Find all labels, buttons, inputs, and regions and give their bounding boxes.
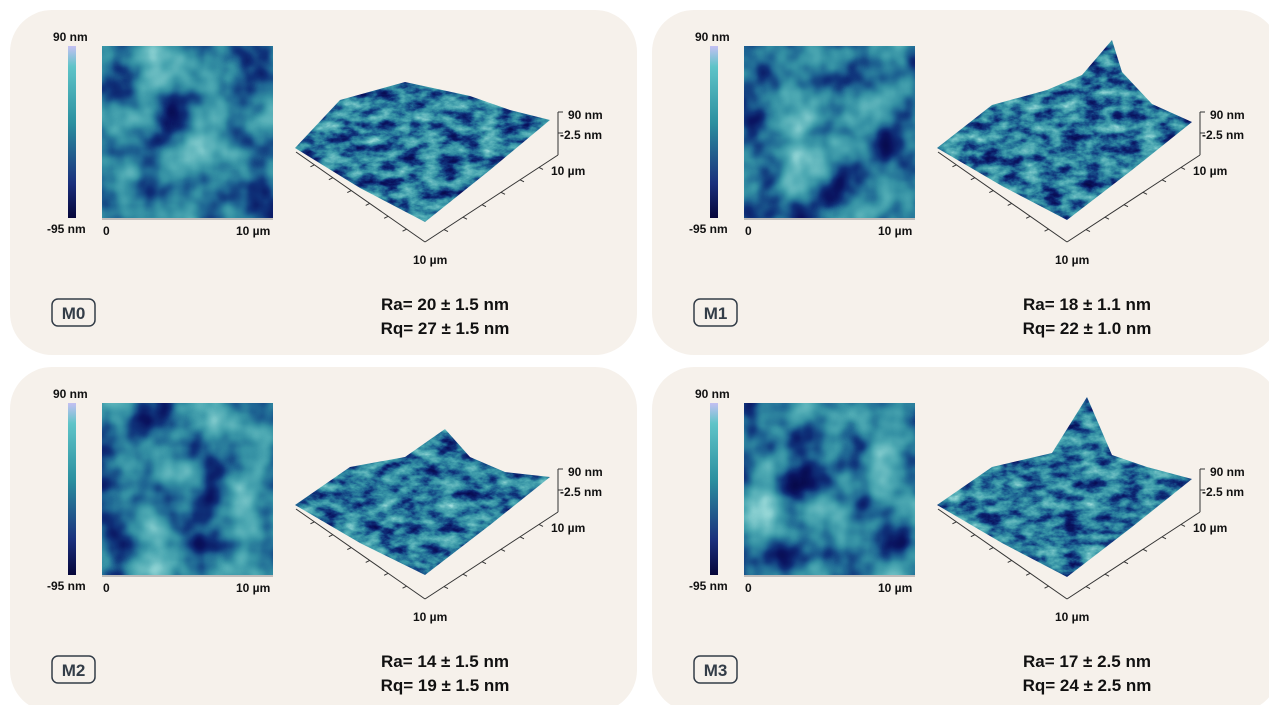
surface-z-max: 90 nm — [1210, 465, 1245, 479]
colorbar-min: -95 nm — [689, 579, 728, 593]
sample-label: M2 — [62, 661, 86, 680]
colorbar — [68, 46, 76, 218]
colorbar-min: -95 nm — [689, 222, 728, 236]
surface-y: 10 µm — [413, 610, 447, 624]
surface-y: 10 µm — [1055, 610, 1089, 624]
image-axis-start: 0 — [103, 581, 110, 595]
colorbar — [68, 403, 76, 575]
image-axis-start: 0 — [103, 224, 110, 238]
colorbar-min: -95 nm — [47, 579, 86, 593]
colorbar — [710, 46, 718, 218]
surface-y: 10 µm — [413, 253, 447, 267]
panel: 90 nm -95 nm 0 10 µm 90 nm -2.5 nm 10 µm 10 µm M… — [652, 367, 1269, 705]
surface-z-mid: -2.5 nm — [1202, 128, 1244, 142]
sample-label: M3 — [704, 661, 728, 680]
colorbar-min: -95 nm — [47, 222, 86, 236]
afm-image — [102, 46, 273, 218]
panel: 90 nm -95 nm 0 10 µm 90 nm -2.5 nm 10 µm 10 µm M… — [10, 10, 637, 355]
surface-x: 10 µm — [1193, 164, 1227, 178]
image-axis-end: 10 µm — [236, 224, 270, 238]
sample-label: M1 — [704, 304, 728, 323]
surface-y: 10 µm — [1055, 253, 1089, 267]
surface-z-mid: -2.5 nm — [1202, 485, 1244, 499]
panel: 90 nm -95 nm 0 10 µm 90 nm -2.5 nm 10 µm 10 µm M… — [10, 367, 637, 705]
surface-z-mid: -2.5 nm — [560, 128, 602, 142]
image-axis-end: 10 µm — [878, 581, 912, 595]
surface-x: 10 µm — [551, 521, 585, 535]
page: 90 nm -95 nm 0 10 µm 90 nm -2.5 nm 10 µm 10 µm M… — [0, 0, 1269, 705]
sample-label: M0 — [62, 304, 86, 323]
image-axis-end: 10 µm — [878, 224, 912, 238]
panel: 90 nm -95 nm 0 10 µm 90 nm -2.5 nm 10 µm 10 µm M… — [652, 10, 1269, 355]
roughness-ra: Ra= 20 ± 1.5 nm — [381, 295, 509, 314]
colorbar-max: 90 nm — [695, 30, 730, 44]
surface-z-mid: -2.5 nm — [560, 485, 602, 499]
colorbar-max: 90 nm — [695, 387, 730, 401]
image-axis-end: 10 µm — [236, 581, 270, 595]
surface-z-max: 90 nm — [568, 108, 603, 122]
roughness-ra: Ra= 17 ± 2.5 nm — [1023, 652, 1151, 671]
afm-image — [744, 403, 915, 575]
colorbar-max: 90 nm — [53, 30, 88, 44]
roughness-rq: Rq= 24 ± 2.5 nm — [1023, 676, 1152, 695]
colorbar — [710, 403, 718, 575]
afm-image — [102, 403, 273, 575]
figure: 90 nm -95 nm 0 10 µm 90 nm -2.5 nm 10 µm 10 µm M… — [0, 0, 1269, 705]
roughness-ra: Ra= 18 ± 1.1 nm — [1023, 295, 1151, 314]
colorbar-max: 90 nm — [53, 387, 88, 401]
surface-z-max: 90 nm — [1210, 108, 1245, 122]
surface-x: 10 µm — [551, 164, 585, 178]
afm-image — [744, 46, 915, 218]
roughness-rq: Rq= 19 ± 1.5 nm — [381, 676, 510, 695]
roughness-rq: Rq= 27 ± 1.5 nm — [381, 319, 510, 338]
image-axis-start: 0 — [745, 581, 752, 595]
roughness-rq: Rq= 22 ± 1.0 nm — [1023, 319, 1152, 338]
surface-x: 10 µm — [1193, 521, 1227, 535]
image-axis-start: 0 — [745, 224, 752, 238]
roughness-ra: Ra= 14 ± 1.5 nm — [381, 652, 509, 671]
surface-z-max: 90 nm — [568, 465, 603, 479]
